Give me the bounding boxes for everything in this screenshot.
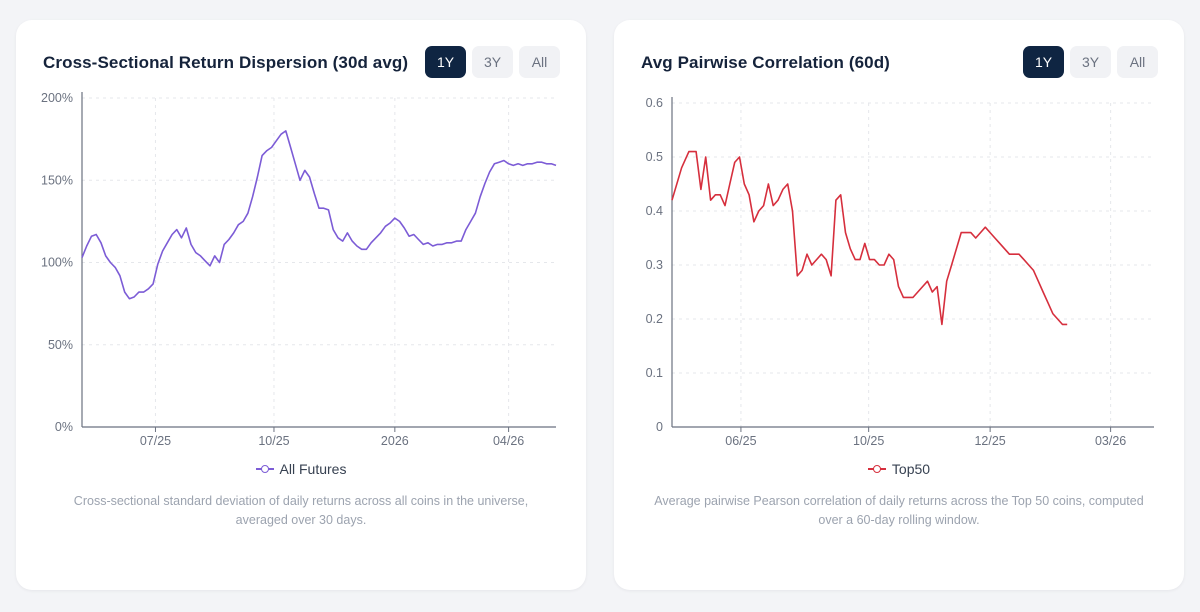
series-line-top50[interactable] [671, 150, 1068, 326]
y-tick-label: 0.1 [646, 366, 663, 380]
x-tick-label: 10/25 [853, 434, 884, 448]
y-tick-label: 0.4 [646, 204, 663, 218]
x-tick-label: 2026 [381, 434, 409, 448]
dispersion-range-1y-button[interactable]: 1Y [425, 46, 466, 78]
y-tick-label: 0.2 [646, 312, 663, 326]
x-tick-label: 06/25 [725, 434, 756, 448]
y-tick-label: 150% [41, 173, 73, 187]
y-tick-label: 50% [48, 338, 73, 352]
correlation-chart-note: Average pairwise Pearson correlation of … [654, 494, 1144, 527]
x-tick-label: 07/25 [140, 434, 171, 448]
dispersion-card-title: Cross-Sectional Return Dispersion (30d a… [43, 53, 409, 72]
y-tick-label: 200% [41, 91, 73, 105]
dispersion-legend[interactable]: All Futures [16, 461, 586, 477]
correlation-chart: 0 0.1 0.2 0.3 0.4 0.5 0.6 06/25 10/25 12/25 03/26 [646, 96, 1154, 448]
correlation-range-selector: 1Y 3Y All [1023, 46, 1158, 78]
dispersion-range-selector: 1Y 3Y All [425, 46, 560, 78]
correlation-card-title: Avg Pairwise Correlation (60d) [641, 53, 890, 72]
dispersion-legend-label: All Futures [279, 461, 347, 477]
x-tick-label: 12/25 [974, 434, 1005, 448]
correlation-card: Avg Pairwise Correlation (60d) 1Y 3Y All… [614, 20, 1184, 590]
series-line-all-futures[interactable] [81, 130, 557, 300]
correlation-range-3y-button[interactable]: 3Y [1070, 46, 1111, 78]
y-tick-label: 0.5 [646, 150, 663, 164]
y-tick-label: 100% [41, 256, 73, 270]
dispersion-chart-note: Cross-sectional standard deviation of da… [73, 494, 529, 527]
correlation-range-1y-button[interactable]: 1Y [1023, 46, 1064, 78]
y-tick-label: 0.3 [646, 258, 663, 272]
correlation-legend-label: Top50 [891, 461, 931, 477]
correlation-legend[interactable]: Top50 [614, 461, 1184, 477]
dispersion-range-3y-button[interactable]: 3Y [472, 46, 513, 78]
x-tick-label: 10/25 [258, 434, 289, 448]
y-tick-label: 0.6 [646, 96, 663, 110]
legend-line-marker-icon [255, 463, 274, 475]
dispersion-card: Cross-Sectional Return Dispersion (30d a… [16, 20, 586, 590]
dispersion-range-all-button[interactable]: All [519, 46, 560, 78]
correlation-range-all-button[interactable]: All [1117, 46, 1158, 78]
x-tick-label: 03/26 [1095, 434, 1126, 448]
y-tick-label: 0 [656, 420, 663, 434]
x-tick-label: 04/26 [493, 434, 524, 448]
y-tick-label: 0% [55, 420, 73, 434]
legend-line-marker-icon [867, 463, 886, 475]
dispersion-chart: 0% 50% 100% 150% 200% 07/25 10/25 2026 04/26 [41, 91, 557, 448]
